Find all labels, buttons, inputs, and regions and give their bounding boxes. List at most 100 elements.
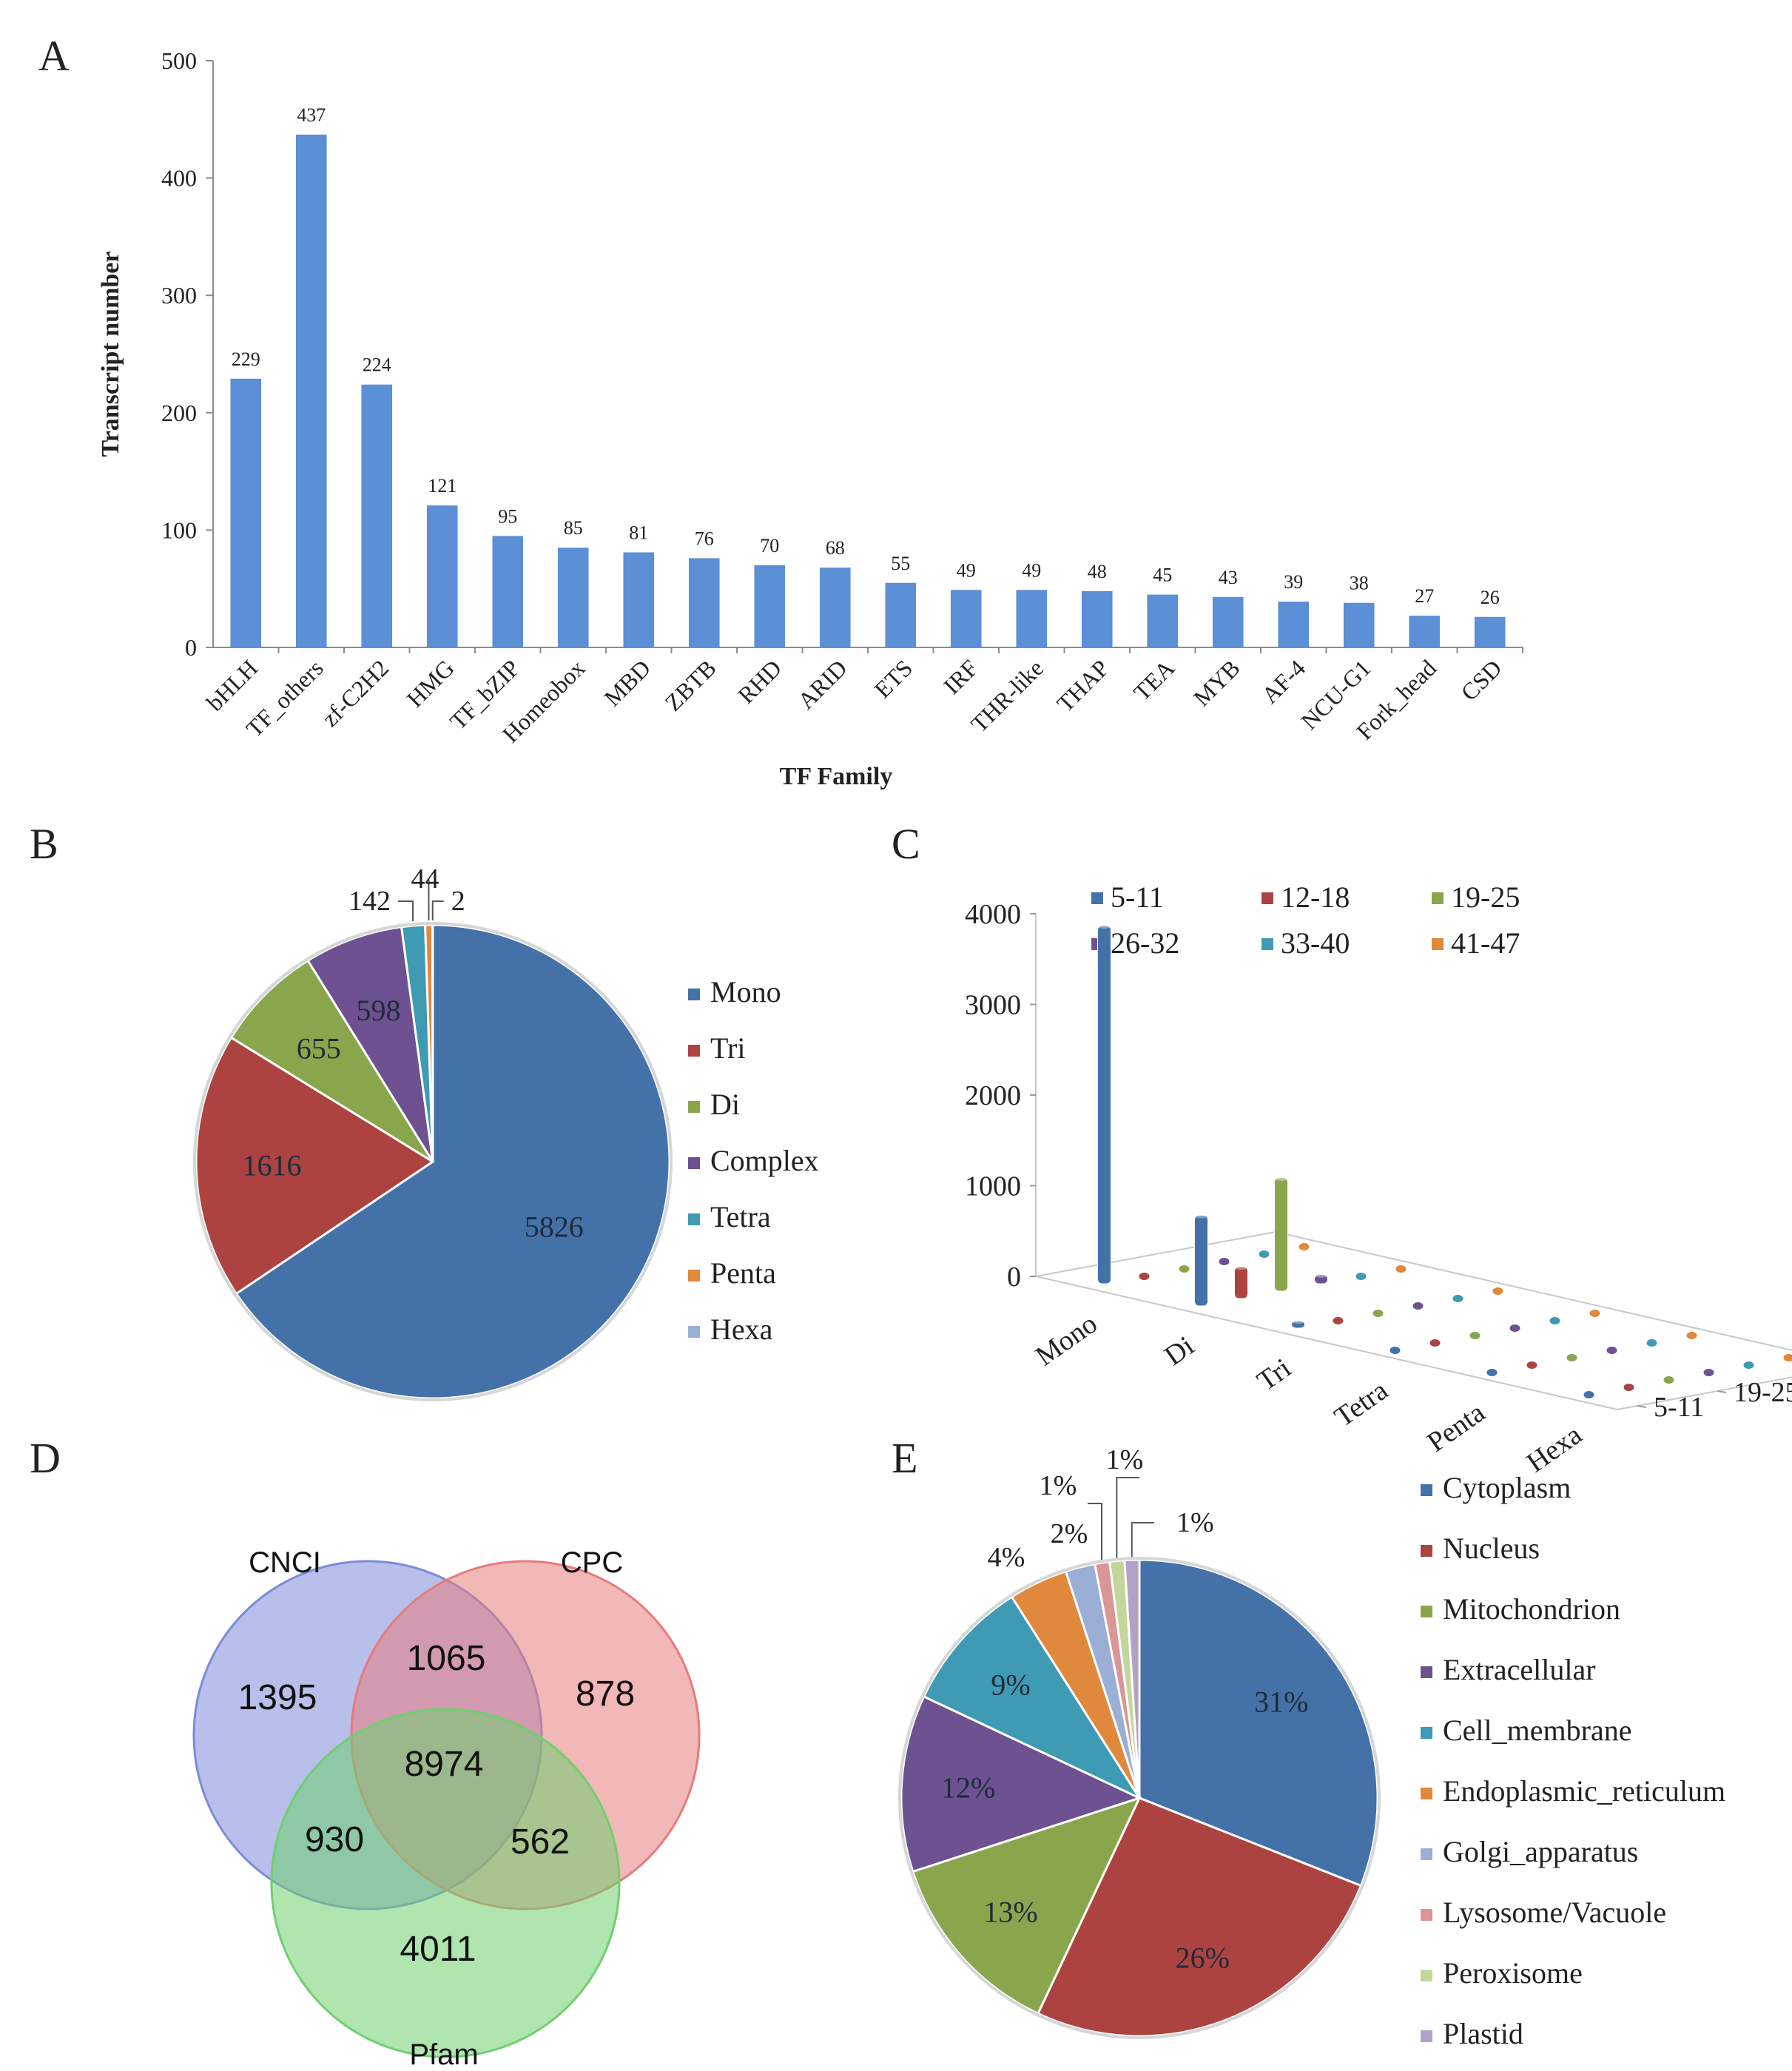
chart-e-slice-label: 1% [1040, 1470, 1077, 1501]
chart-a-data-label: 45 [1153, 565, 1172, 586]
chart-b-legend-label: Tri [710, 1031, 745, 1065]
chart-a-bar [754, 565, 786, 647]
chart-e-legend-label: Golgi_apparatus [1443, 1835, 1638, 1868]
chart-a-data-label: 81 [629, 522, 648, 544]
chart-e-legend-swatch [1421, 1788, 1432, 1799]
chart-c-bar-cap [1291, 1318, 1305, 1324]
chart-e-slice-label: 1% [1106, 1444, 1144, 1475]
chart-b-slice-label: 1616 [242, 1148, 301, 1182]
chart-c-dot [1509, 1324, 1520, 1332]
chart-a-bar [1016, 590, 1048, 647]
chart-c-ytick-label: 4000 [965, 899, 1021, 930]
panel-letter-d: D [30, 1434, 61, 1482]
chart-a-data-label: 49 [1022, 559, 1041, 581]
chart-a-xtick-label: AF-4 [1256, 654, 1310, 708]
chart-a-bar [426, 505, 458, 647]
chart-a-bar [819, 568, 851, 647]
chart-a-data-label: 49 [957, 559, 976, 581]
chart-c-dot [1589, 1310, 1600, 1317]
chart-a-data-label: 26 [1481, 587, 1500, 608]
chart-e-slice-label: 1% [1176, 1507, 1214, 1538]
chart-c-ytick-label: 2000 [965, 1080, 1021, 1111]
chart-c-legend-label: 12-18 [1281, 880, 1350, 914]
chart-c-dot [1646, 1339, 1657, 1347]
chart-a-ytick-label: 300 [161, 282, 197, 309]
chart-a-data-label: 55 [891, 553, 910, 574]
chart-c-bar-cap [1234, 1264, 1248, 1270]
chart-c-bar [1291, 1320, 1305, 1329]
chart-d-set-label: CPC [561, 1546, 623, 1579]
chart-a-xtick-label: HMG [401, 654, 459, 712]
chart-e-location-pie: 31% 26% 13% 12% 9% 4% 2% 1% 1% 1% Cytoplasm Nucleus… [898, 1444, 1725, 2050]
chart-a-ylabel: Transcript number [97, 252, 124, 457]
chart-c-category-label: Tetra [1329, 1375, 1394, 1433]
chart-a-ytick-label: 200 [161, 400, 197, 426]
chart-d-set-label: Pfam [409, 2038, 478, 2071]
chart-b-legend-label: Complex [710, 1144, 819, 1177]
chart-c-ytick-label: 0 [1007, 1262, 1021, 1293]
chart-c-dot [1219, 1258, 1230, 1265]
chart-c-ytick-label: 1000 [965, 1171, 1021, 1202]
chart-c-dot [1298, 1243, 1310, 1250]
chart-b-slice-label: 5826 [525, 1210, 584, 1243]
chart-e-legend-swatch [1421, 1970, 1432, 1981]
chart-a-ytick-label: 0 [185, 634, 197, 661]
chart-c-legend-swatch [1432, 892, 1444, 904]
chart-a-xtick-label: ZBTB [659, 654, 721, 715]
chart-e-legend-swatch [1421, 1848, 1432, 1860]
chart-a-bar [1147, 594, 1179, 647]
chart-e-slice [1138, 1558, 1379, 1888]
chart-a-bar [688, 558, 720, 647]
chart-b-legend-swatch [688, 1045, 700, 1057]
chart-a-xtick-label: MBD [599, 654, 656, 711]
chart-c-dot [1412, 1302, 1424, 1310]
chart-e-legend-label: Lysosome/Vacuole [1443, 1896, 1666, 1929]
chart-d-region-count: 562 [511, 1822, 570, 1862]
chart-b-legend-label: Hexa [710, 1313, 773, 1346]
chart-d-region-count: 1395 [238, 1678, 317, 1717]
chart-a-data-label: 85 [564, 517, 583, 539]
chart-a-data-label: 70 [760, 535, 779, 556]
chart-e-legend-label: Extracellular [1443, 1653, 1596, 1686]
chart-a-data-label: 229 [232, 348, 260, 370]
chart-e-slice [922, 1595, 1143, 1801]
chart-c-legend-swatch [1262, 938, 1273, 950]
chart-c-legend-swatch [1432, 938, 1444, 950]
chart-b-slice-label: 44 [411, 863, 439, 895]
chart-b-rim [193, 922, 673, 1401]
chart-c-depth-label: 5-11 [1654, 1392, 1704, 1423]
panel-letter-a: A [38, 32, 70, 80]
chart-c-dot [1390, 1347, 1401, 1354]
chart-a-xlabel: TF Family [780, 763, 893, 790]
chart-c-dot [1395, 1265, 1407, 1273]
chart-c-dot [1623, 1384, 1634, 1391]
chart-c-dot [1486, 1369, 1498, 1376]
chart-e-rim [898, 1557, 1381, 2039]
chart-c-dot [1139, 1273, 1150, 1280]
chart-d-venn: CNCI CPC Pfam 1395 878 4011 1065 930 562 8974 [192, 1546, 701, 2071]
chart-d-circle-pfam [270, 1708, 621, 2058]
chart-a-xtick-label: RHD [732, 654, 786, 708]
chart-d-region-count: 8974 [405, 1745, 484, 1784]
chart-a-bar [885, 582, 917, 647]
chart-e-legend-swatch [1421, 2030, 1432, 2042]
chart-a-data-label: 39 [1284, 571, 1303, 593]
chart-c-dot [1549, 1317, 1560, 1324]
chart-e-leader-line [1088, 1503, 1103, 1560]
chart-e-legend-swatch [1421, 1606, 1432, 1617]
chart-c-dot [1703, 1369, 1714, 1376]
chart-b-leader-line [431, 900, 444, 921]
chart-c-bar-cap [1314, 1271, 1328, 1278]
chart-c-dot [1686, 1332, 1697, 1339]
chart-e-legend-label: Plastid [1443, 2017, 1523, 2050]
chart-a-bar [1278, 602, 1310, 647]
chart-d-set-label: CNCI [249, 1546, 321, 1579]
chart-e-legend-swatch [1421, 1484, 1432, 1496]
chart-c-legend-label: 19-25 [1451, 880, 1520, 914]
chart-e-slice-label: 13% [983, 1895, 1037, 1928]
chart-c-dot [1566, 1354, 1577, 1361]
chart-e-legend-label: Mitochondrion [1443, 1592, 1620, 1626]
chart-b-slice-label: 598 [357, 994, 401, 1027]
chart-c-bar [1314, 1274, 1328, 1284]
chart-b-slice [235, 923, 671, 1400]
